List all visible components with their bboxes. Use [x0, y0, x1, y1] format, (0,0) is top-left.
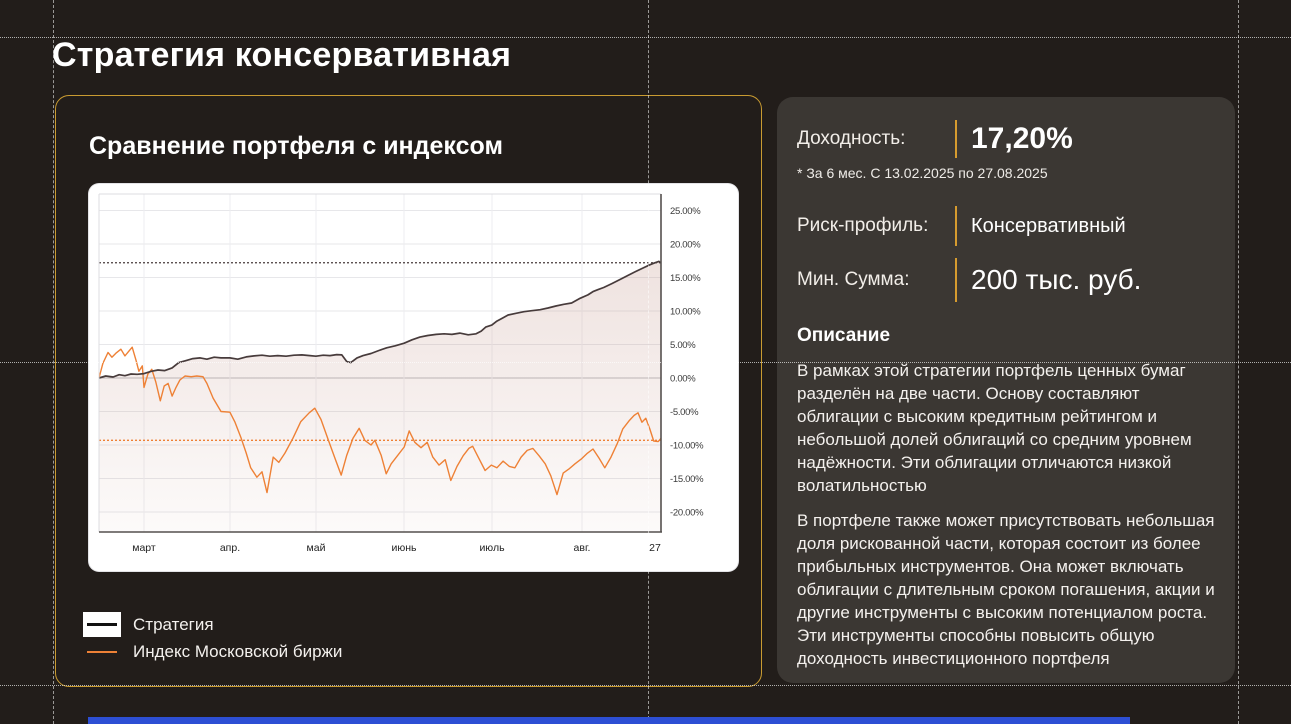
min-sum-label: Мин. Сумма:	[797, 269, 910, 290]
legend-label: Индекс Московской биржи	[133, 641, 343, 661]
bottom-accent-bar	[88, 717, 1130, 724]
layout-guide-vertical-left	[53, 0, 54, 724]
risk-profile-row: Риск-профиль: Консервативный	[797, 205, 1215, 247]
description-paragraph-1: В рамках этой стратегии портфель ценных …	[797, 361, 1192, 495]
chart-panel: 25.00% 20.00% 15.00% 10.00% 5.00% 0.00% -5.00%…	[89, 184, 738, 571]
page-title: Стратегия консервативная	[52, 36, 512, 74]
chart-legend: Стратегия Индекс Московской биржи	[83, 611, 342, 665]
svg-text:авг.: авг.	[574, 542, 591, 554]
risk-profile-label: Риск-профиль:	[797, 215, 929, 236]
svg-text:15.00%: 15.00%	[670, 273, 701, 284]
index-line-swatch	[83, 639, 121, 664]
svg-text:5.00%: 5.00%	[670, 340, 696, 351]
legend-item-index: Индекс Московской биржи	[83, 638, 342, 665]
svg-text:-5.00%: -5.00%	[670, 407, 699, 418]
svg-text:июнь: июнь	[391, 542, 417, 554]
svg-text:0.00%: 0.00%	[670, 374, 696, 385]
gold-divider	[955, 120, 957, 158]
description-title: Описание	[797, 325, 891, 346]
description-paragraph-2: В портфеле также может присутствовать не…	[797, 511, 1215, 668]
svg-text:-15.00%: -15.00%	[670, 474, 704, 485]
risk-profile-value: Консервативный	[971, 214, 1126, 237]
svg-text:июль: июль	[479, 542, 505, 554]
returns-value: 17,20%	[971, 122, 1073, 155]
svg-text:10.00%: 10.00%	[670, 307, 701, 318]
svg-text:апр.: апр.	[220, 542, 240, 554]
svg-text:май: май	[307, 542, 326, 554]
comparison-line-chart: 25.00% 20.00% 15.00% 10.00% 5.00% 0.00% -5.00%…	[98, 193, 704, 554]
returns-row: Доходность: 17,20%	[797, 119, 1215, 159]
min-sum-value: 200 тыс. руб.	[971, 264, 1142, 295]
gold-divider	[955, 258, 957, 302]
legend-item-strategy: Стратегия	[83, 611, 342, 638]
svg-text:25.00%: 25.00%	[670, 206, 701, 217]
legend-label: Стратегия	[133, 614, 214, 634]
layout-guide-vertical-right	[1238, 0, 1239, 724]
svg-text:20.00%: 20.00%	[670, 240, 701, 251]
svg-text:-10.00%: -10.00%	[670, 441, 704, 452]
chart-card: Сравнение портфеля с индексом 25.00% 20.0…	[55, 95, 762, 687]
strategy-line-swatch	[83, 612, 121, 637]
gold-divider	[955, 206, 957, 246]
svg-text:-20.00%: -20.00%	[670, 508, 704, 519]
strategy-info-card: Доходность: 17,20% * За 6 мес. С 13.02.2…	[777, 97, 1235, 683]
min-sum-row: Мин. Сумма: 200 тыс. руб.	[797, 257, 1215, 303]
svg-text:27: 27	[649, 542, 661, 554]
returns-label: Доходность:	[797, 128, 906, 149]
svg-text:март: март	[132, 542, 156, 554]
chart-title: Сравнение портфеля с индексом	[89, 132, 503, 160]
period-footnote: * За 6 мес. С 13.02.2025 по 27.08.2025	[797, 165, 1048, 181]
